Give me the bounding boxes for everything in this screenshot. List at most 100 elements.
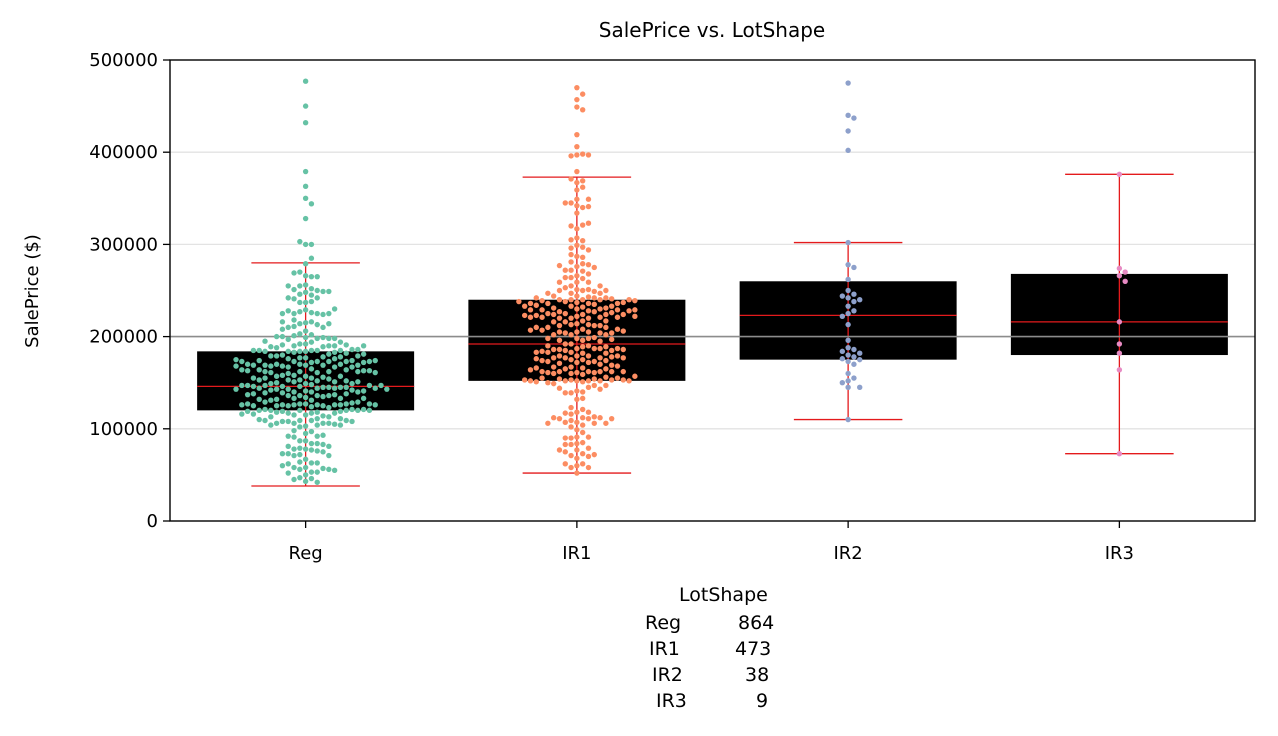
swarm-point-ir1 [579,275,586,282]
swarm-point-reg [297,451,303,458]
swarm-point-ir1 [579,350,586,356]
swarm-point-reg [366,407,373,414]
swarm-point-ir1 [550,311,557,318]
swarm-point-reg [326,392,332,399]
swarm-point-reg [291,402,297,408]
swarm-point-reg [291,358,297,365]
swarm-point-ir1 [527,367,534,373]
swarm-point-reg [279,390,286,396]
swarm-point-ir1 [579,371,586,378]
swarm-point-reg [378,382,384,389]
swarm-point-ir1 [545,343,551,349]
swarm-point-reg [297,383,303,390]
swarm-point-ir1 [574,329,580,335]
swarm-point-ir1 [608,354,615,360]
swarm-point-ir1 [597,290,603,296]
swarm-point-ir1 [579,337,586,343]
swarm-point-ir1 [568,377,574,383]
swarm-point-reg [302,430,309,437]
swarm-point-ir1 [603,324,609,331]
swarm-point-ir1 [603,350,609,356]
swarm-point-reg [297,283,303,289]
swarm-point-reg [314,409,320,415]
swarm-point-reg [302,348,309,355]
swarm-point-reg [291,372,297,379]
swarm-point-ir1 [568,321,574,328]
swarm-point-reg [308,375,315,381]
swarm-point-ir1 [585,308,592,314]
swarm-point-ir1 [527,378,534,384]
swarm-point-reg [308,389,315,395]
swarm-point-ir1 [620,368,626,375]
swarm-point-ir2 [851,115,857,121]
swarm-point-reg [285,443,291,450]
swarm-point-reg [326,376,332,382]
swarm-point-reg [297,466,303,473]
swarm-point-reg [320,449,326,455]
swarm-point-reg [279,383,286,390]
swarm-point-reg [308,285,315,292]
swarm-point-ir1 [574,335,580,342]
swarm-point-reg [297,445,303,451]
swarm-point-reg [308,309,315,316]
swarm-point-reg [250,383,257,390]
swarm-point-reg [244,368,251,374]
swarm-point-ir1 [597,386,603,392]
swarm-point-reg [337,361,344,367]
swarm-point-reg [297,309,303,315]
swarm-point-ir1 [533,349,539,355]
swarm-point-reg [308,241,315,248]
swarm-point-ir1 [608,368,615,375]
swarm-point-reg [273,386,280,392]
swarm-point-ir1 [585,300,592,307]
swarm-point-reg [349,387,355,393]
swarm-point-ir1 [632,373,638,379]
swarm-point-ir1 [568,441,574,448]
swarm-point-reg [320,362,326,368]
swarm-point-ir1 [591,301,597,308]
swarm-point-reg [244,401,251,407]
swarm-point-reg [320,374,326,380]
swarm-point-reg [297,407,303,414]
swarm-point-reg [372,402,378,408]
swarm-point-ir2 [851,264,857,271]
swarm-point-ir1 [568,411,574,417]
swarm-point-ir1 [556,279,563,285]
swarm-point-ir1 [585,343,592,349]
swarm-point-ir1 [597,378,603,384]
swarm-point-reg [279,402,286,408]
swarm-point-ir1 [562,285,568,291]
swarm-point-ir1 [550,319,557,325]
swarm-point-reg [262,338,268,344]
swarm-point-ir1 [597,297,603,303]
swarm-point-ir1 [562,330,568,336]
swarm-point-ir1 [626,308,632,314]
swarm-point-ir1 [585,220,592,226]
swarm-point-ir2 [845,310,851,317]
swarm-point-reg [326,368,332,375]
swarm-point-reg [349,357,355,364]
swarm-point-reg [302,299,309,306]
swarm-point-reg [326,358,332,365]
swarm-point-ir1 [545,420,551,426]
swarm-point-reg [302,388,309,394]
y-tick-label: 300000 [89,234,158,255]
swarm-point-reg [343,417,349,424]
swarm-point-ir1 [568,283,574,289]
swarm-point-reg [291,389,297,395]
swarm-point-ir1 [579,261,586,267]
swarm-point-ir1 [614,307,621,313]
swarm-point-reg [314,369,320,376]
x-axis: Reg IR1 IR2 IR3 [289,521,1134,564]
swarm-point-ir1 [579,244,586,250]
swarm-point-reg [343,358,349,365]
swarm-point-ir1 [574,226,580,232]
swarm-point-reg [244,408,251,414]
swarm-point-ir1 [562,390,568,396]
y-axis: 0 100000 200000 300000 400000 500000 [89,50,170,532]
swarm-point-ir1 [574,419,580,426]
swarm-point-reg [302,195,309,201]
swarm-point-reg [291,317,297,323]
swarm-point-ir1 [579,415,586,421]
swarm-point-reg [285,283,291,289]
